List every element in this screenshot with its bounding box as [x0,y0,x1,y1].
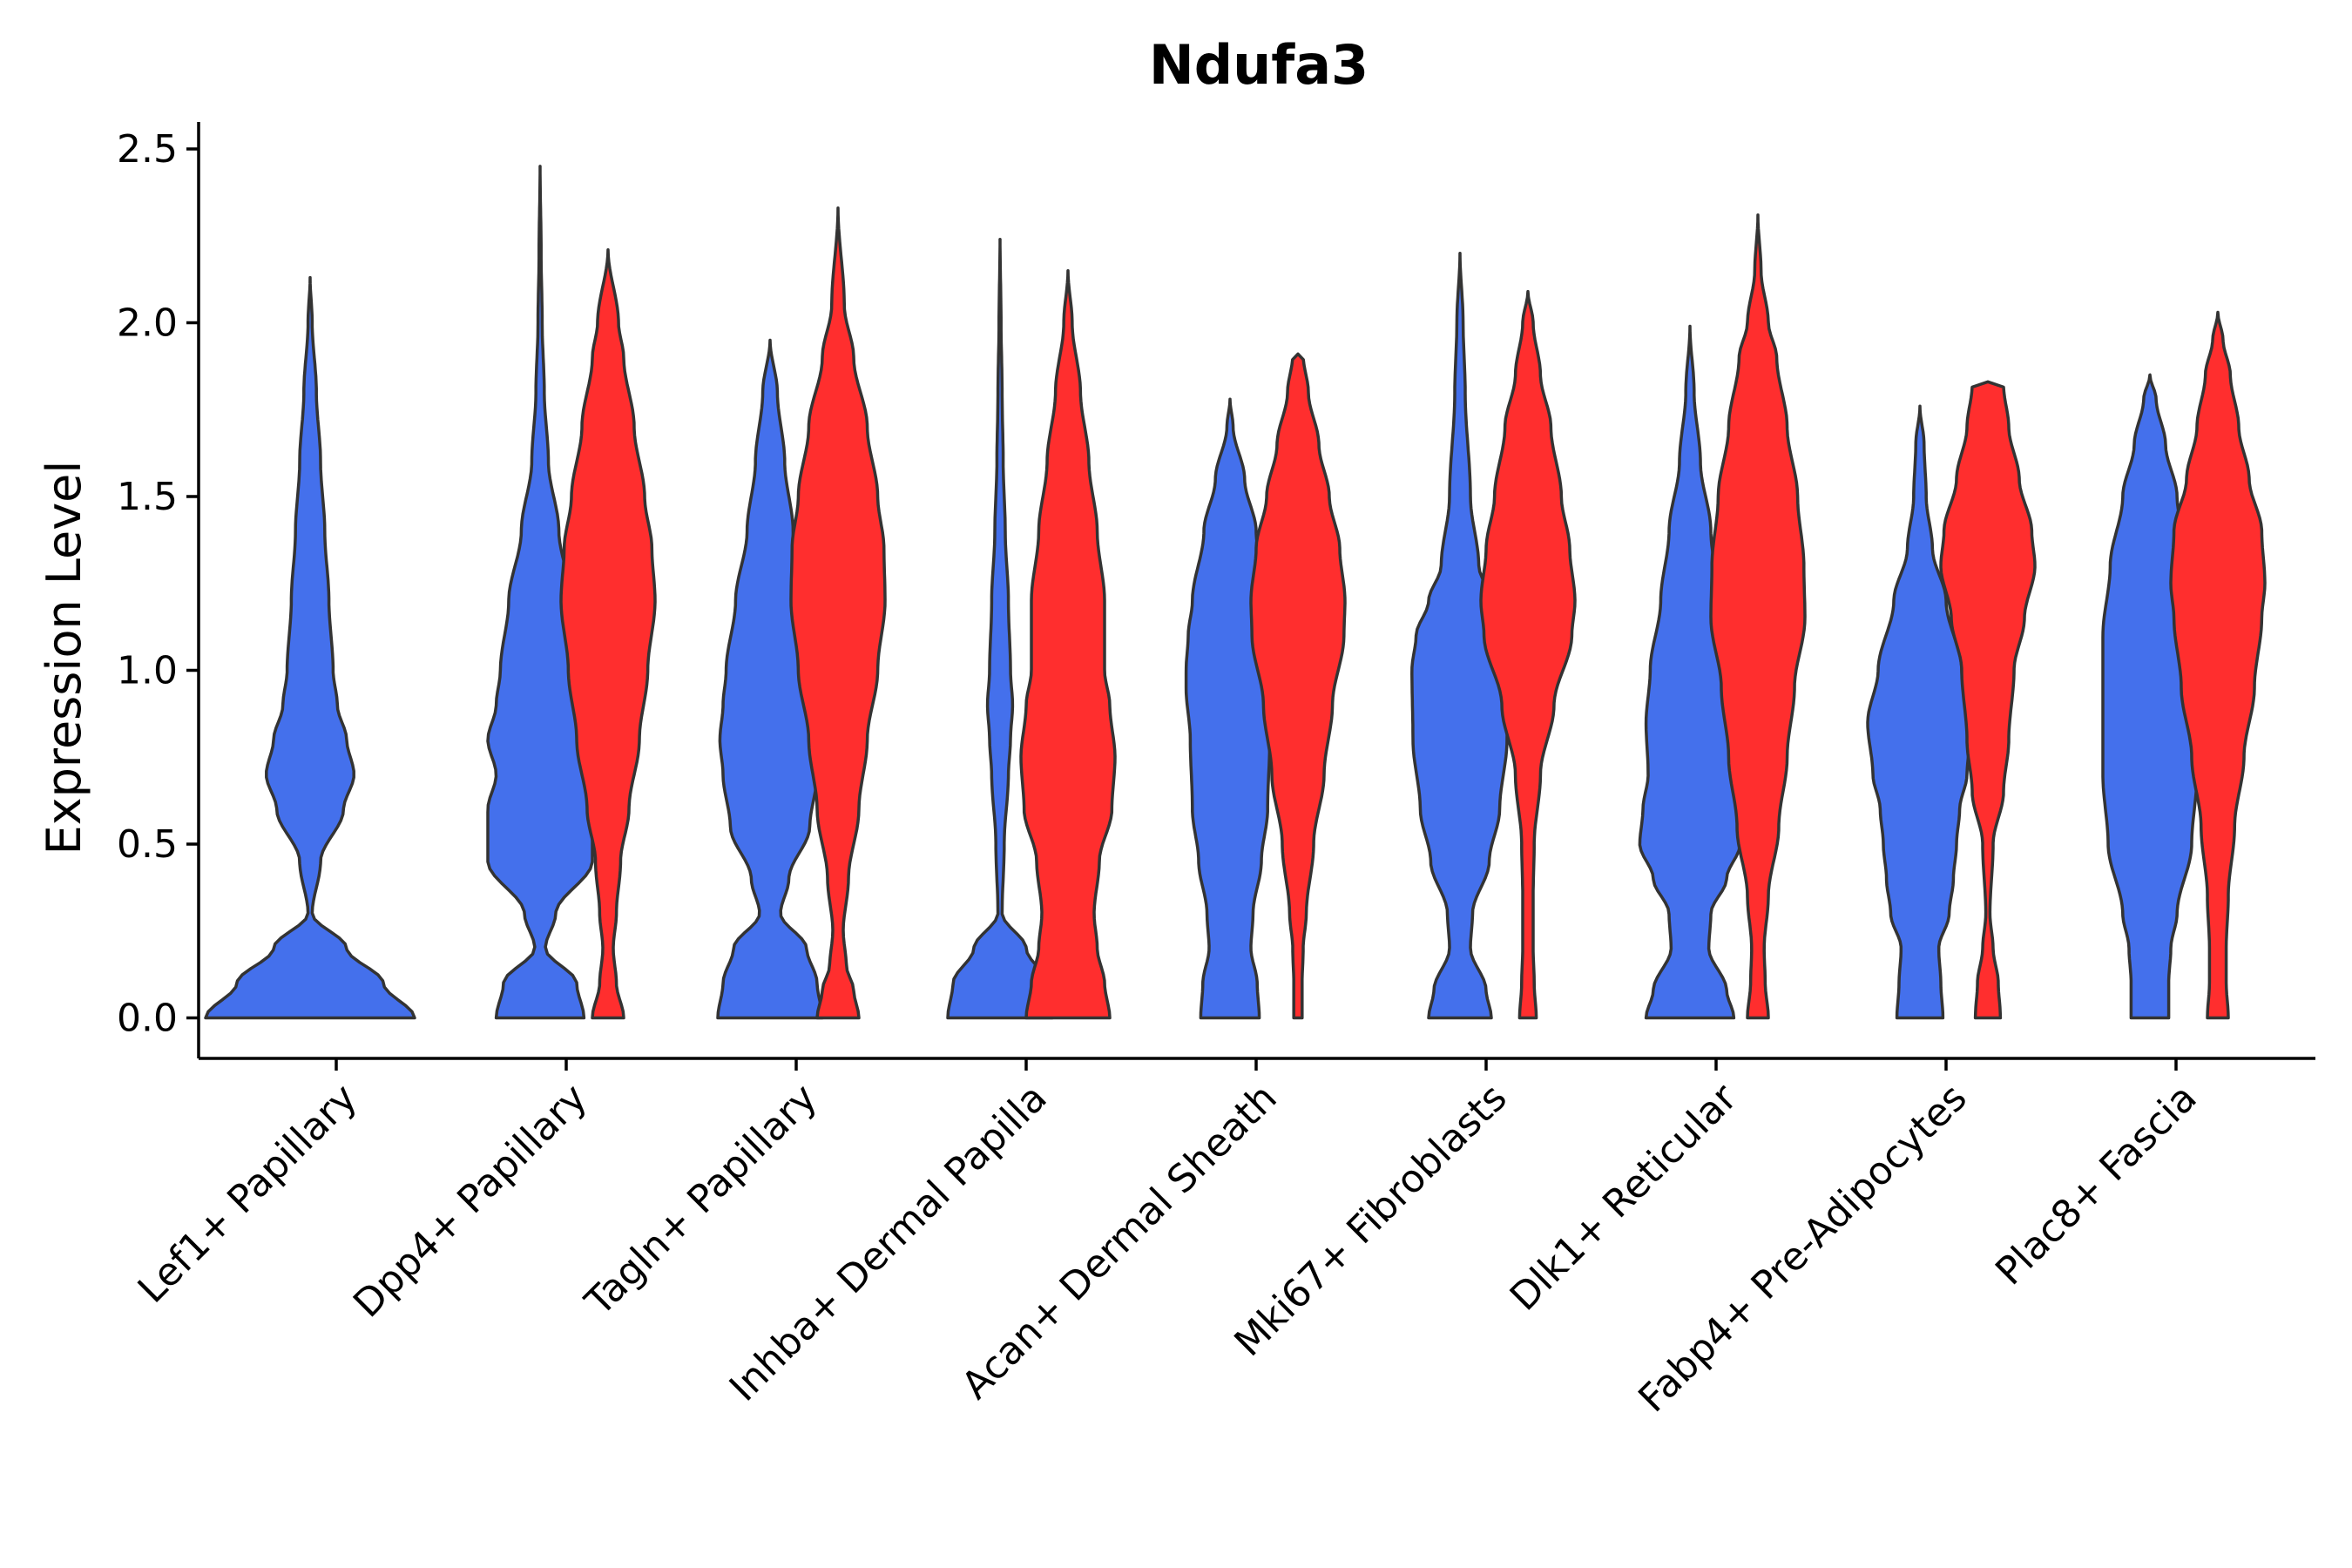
x-tick-label-dlk1-reticular: Dlk1+ Reticular [1502,1075,1747,1320]
y-tick-label: 2.5 [117,127,178,172]
y-axis-label: Expression Level [37,461,91,855]
x-tick-label-plac8-fascia: Plac8+ Fascia [1987,1076,2206,1294]
violin-red-inhba-dermal-papilla [1019,268,1117,1020]
violin-red-dlk1-reticular [1709,213,1807,1020]
violin-red-tagln-papillary [789,206,887,1020]
violin-red-dpp4-papillary [559,247,657,1020]
violin-blue-acan-dermal-sheath [1184,397,1276,1020]
violin-red-acan-dermal-sheath [1249,352,1347,1020]
violin-blue-tagln-papillary [716,338,824,1020]
y-tick-label: 0.5 [117,822,178,867]
violin-blue-inhba-dermal-papilla [946,237,1054,1020]
violin-blue-mki67-fibroblasts [1410,251,1510,1020]
x-tick-label-lef1-papillary: Lef1+ Papillary [130,1076,366,1312]
x-tick-label-tagln-papillary: Tagln+ Papillary [577,1076,826,1325]
violin-red-fabp4-pre-adipocytes [1939,380,2037,1020]
violin-layer [204,165,2267,1020]
chart-title: Ndufa3 [1149,33,1369,97]
y-tick-label: 0.0 [117,997,178,1041]
y-tick-label: 1.0 [117,649,178,693]
violin-blue-fabp4-pre-adipocytes [1866,404,1974,1020]
violin-blue-lef1-papillary [204,275,416,1020]
x-tick-label-dpp4-papillary: Dpp4+ Papillary [345,1076,596,1327]
y-tick-label: 2.0 [117,301,178,346]
y-tick-label: 1.5 [117,475,178,519]
violin-red-plac8-fascia [2169,310,2267,1020]
violin-red-mki67-fibroblasts [1479,289,1577,1020]
